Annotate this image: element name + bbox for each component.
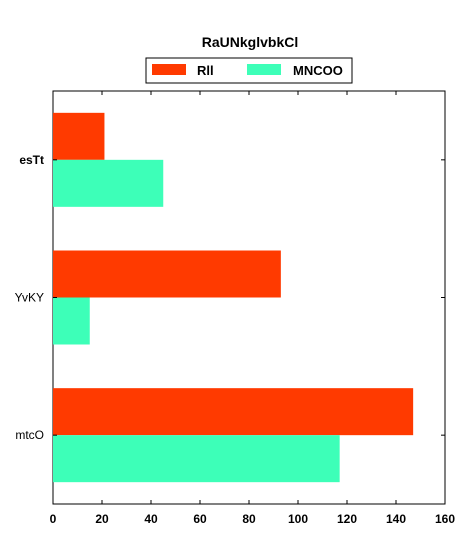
y-tick-label-yvky: YvKY <box>15 291 44 305</box>
bar-mncoo-yvky <box>53 297 90 345</box>
x-tick-label-20: 20 <box>95 512 109 526</box>
x-tick-label-160: 160 <box>435 512 455 526</box>
legend-swatch-mncoo <box>247 64 281 75</box>
chart-title: RaUNkglvbkCl <box>202 34 298 50</box>
x-tick-label-80: 80 <box>242 512 256 526</box>
x-tick-label-140: 140 <box>386 512 406 526</box>
legend-label-rll: Rll <box>197 63 214 78</box>
x-tick-label-100: 100 <box>288 512 308 526</box>
legend-label-mncoo: MNCOO <box>293 63 343 78</box>
bar-rll-yvky <box>53 250 281 298</box>
legend-swatch-rll <box>152 64 186 75</box>
x-tick-label-60: 60 <box>193 512 207 526</box>
legend: Rll MNCOO <box>145 57 353 84</box>
bars-layer <box>53 112 414 483</box>
y-axis: esTt YvKY mtcO <box>15 153 445 442</box>
x-tick-label-0: 0 <box>50 512 57 526</box>
y-tick-label-estt: esTt <box>19 153 44 167</box>
bar-mncoo-estt <box>53 159 164 207</box>
x-tick-label-40: 40 <box>144 512 158 526</box>
x-tick-label-120: 120 <box>337 512 357 526</box>
x-axis: 0 20 40 60 80 100 120 140 160 <box>50 91 455 526</box>
bar-rll-estt <box>53 112 105 160</box>
y-tick-label-mtco: mtcO <box>15 428 44 442</box>
bar-mncoo-mtco <box>53 435 340 483</box>
bar-rll-mtco <box>53 388 414 436</box>
